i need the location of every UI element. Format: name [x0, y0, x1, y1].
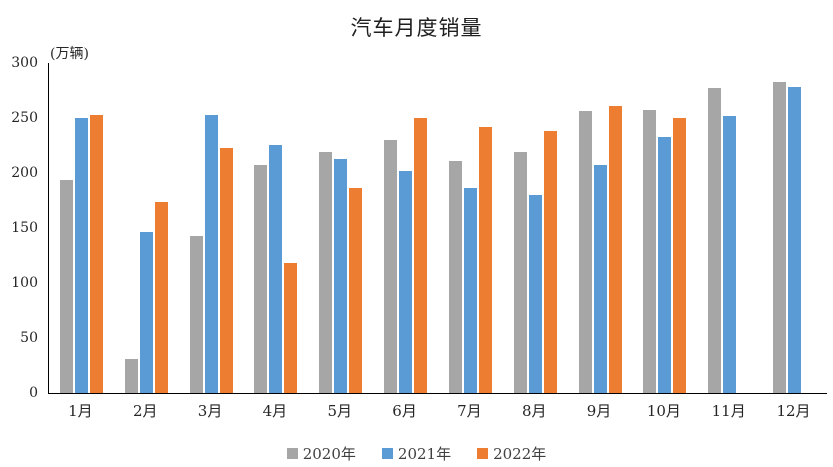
- month-group-6月: [373, 63, 438, 393]
- bar-2020年-8月: [513, 152, 527, 393]
- bar-2021年-5月: [334, 159, 348, 393]
- month-group-12月: [762, 63, 827, 393]
- bar-2022年-10月: [673, 118, 687, 393]
- month-group-1月: [49, 63, 114, 393]
- bar-2022年-2月: [154, 202, 168, 393]
- bar-2021年-10月: [658, 137, 672, 393]
- x-tick-label: 11月: [711, 402, 746, 420]
- bar-2020年-5月: [319, 152, 333, 393]
- y-tick-label: 200: [11, 165, 38, 181]
- bar-2020年-2月: [124, 359, 138, 393]
- month-group-3月: [179, 63, 244, 393]
- y-tick-label: 250: [11, 110, 38, 126]
- bar-2021年-11月: [723, 116, 737, 393]
- month-group-10月: [632, 63, 697, 393]
- bar-2020年-7月: [448, 161, 462, 393]
- bar-2020年-12月: [773, 82, 787, 393]
- bar-2021年-2月: [139, 232, 153, 393]
- month-group-7月: [438, 63, 503, 393]
- legend: 2020年 2021年 2022年: [0, 443, 833, 464]
- bar-2020年-6月: [384, 140, 398, 393]
- bar-2020年-3月: [189, 236, 203, 393]
- bar-2022年-6月: [414, 118, 428, 393]
- month-group-2月: [114, 63, 179, 393]
- legend-label: 2021年: [397, 445, 452, 463]
- x-tick-label: 2月: [132, 402, 158, 420]
- month-group-5月: [308, 63, 373, 393]
- legend-item-2022年: 2022年: [477, 443, 546, 464]
- y-axis-tick-labels: 0 50 100 150 200 250 300: [0, 0, 42, 467]
- bar-2021年-3月: [204, 115, 218, 393]
- bar-2021年-9月: [593, 165, 607, 393]
- x-tick-label: 9月: [586, 402, 612, 420]
- bar-2022年-7月: [478, 127, 492, 393]
- bar-2022年-5月: [349, 188, 363, 393]
- legend-label: 2022年: [493, 445, 547, 463]
- bar-2022年-1月: [89, 115, 103, 393]
- legend-label: 2020年: [302, 445, 356, 463]
- bar-2020年-10月: [643, 110, 657, 393]
- bar-2021年-4月: [269, 145, 283, 393]
- bar-2022年-3月: [219, 148, 233, 393]
- legend-item-2020年: 2020年: [286, 443, 356, 464]
- x-tick-label: 10月: [646, 402, 681, 420]
- month-group-11月: [697, 63, 762, 393]
- month-group-8月: [503, 63, 568, 393]
- chart-title: 汽车月度销量: [350, 16, 483, 40]
- y-tick-label: 50: [20, 330, 38, 346]
- y-axis-unit-label: (万辆): [50, 46, 89, 62]
- bar-2022年-9月: [608, 106, 622, 393]
- bar-2020年-4月: [254, 165, 268, 393]
- legend-swatch-icon: [381, 448, 393, 459]
- bar-2020年-1月: [59, 180, 73, 393]
- y-tick-label: 300: [11, 55, 38, 71]
- bar-2020年-9月: [578, 111, 592, 393]
- bar-2021年-8月: [528, 195, 542, 393]
- bar-2022年-4月: [284, 263, 298, 393]
- bar-2021年-6月: [399, 171, 413, 393]
- x-tick-label: 12月: [776, 402, 811, 420]
- x-tick-label: 8月: [521, 402, 547, 420]
- bar-2021年-1月: [74, 118, 88, 393]
- month-group-4月: [243, 63, 308, 393]
- x-tick-label: 3月: [197, 402, 223, 420]
- bar-2021年-7月: [463, 188, 477, 393]
- bar-2020年-11月: [708, 88, 722, 393]
- legend-item-2021年: 2021年: [381, 443, 452, 464]
- month-group-9月: [568, 63, 633, 393]
- x-tick-label: 1月: [68, 402, 93, 420]
- x-tick-label: 4月: [262, 402, 288, 420]
- y-tick-label: 0: [29, 385, 38, 401]
- bar-2021年-12月: [788, 87, 802, 393]
- x-tick-label: 6月: [392, 402, 417, 420]
- y-tick-label: 150: [11, 220, 38, 236]
- legend-swatch-icon: [286, 448, 298, 459]
- legend-swatch-icon: [477, 448, 489, 459]
- plot-area: [48, 63, 827, 394]
- x-tick-label: 5月: [327, 402, 352, 420]
- y-tick-label: 100: [11, 275, 38, 291]
- x-axis-labels: 1月 2月 3月 4月 5月 6月 7月 8月 9月 10月 11月 12月: [48, 400, 826, 421]
- x-tick-label: 7月: [457, 402, 482, 420]
- bar-2022年-8月: [543, 131, 557, 393]
